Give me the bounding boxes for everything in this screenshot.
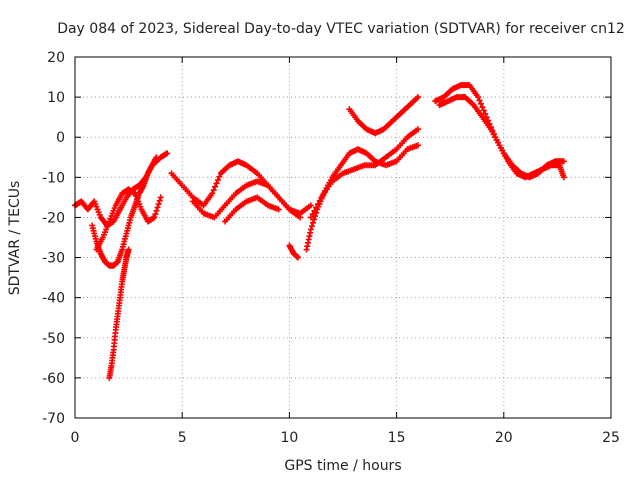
x-tick-label: 5 [178,430,187,446]
data-point [213,180,220,187]
data-point [294,254,301,261]
data-point [311,216,318,223]
x-tick-label: 10 [280,430,298,446]
data-point [156,197,163,204]
y-tick-label: 20 [47,50,65,66]
data-point [155,201,162,208]
x-tick-label: 0 [71,430,80,446]
data-point [415,126,422,133]
satellite-track-07 [222,194,282,225]
data-point [480,107,487,114]
y-tick-label: -30 [42,251,65,267]
data-point [125,246,132,253]
grid [75,57,611,418]
plot-frame [74,56,612,419]
x-tick-label: 25 [602,430,620,446]
data-point [477,100,484,107]
data-point [210,187,217,194]
data-point [475,94,482,101]
data-point [275,206,282,213]
y-tick-label: -40 [42,291,65,307]
axis-ticks: 0 5 10 15 20 25 -70 -60 -50 -40 -30 -20 -10 0 10 20 [42,50,620,446]
y-tick-label: -20 [42,210,65,226]
data-point [154,204,161,211]
x-tick-label: 15 [388,430,406,446]
data-point [153,207,160,214]
y-tick-label: -50 [42,331,65,347]
data-point [209,190,216,197]
data-point [307,202,314,209]
data-point [482,110,489,117]
data-point [316,197,323,204]
data-point [214,177,221,184]
satellite-track-08 [286,242,301,261]
data-point [216,173,223,180]
y-tick-label: -70 [42,411,65,427]
data-point [308,223,315,230]
y-tick-label: -60 [42,371,65,387]
data-point [307,226,314,233]
data-point [151,214,158,221]
data-point [415,142,422,149]
data-point [153,154,160,161]
data-point [164,150,171,157]
data-point [311,207,318,214]
data-point [415,94,422,101]
y-tick-label: -10 [42,170,65,186]
data-point [479,104,486,111]
chart-title: Day 084 of 2023, Sidereal Day-to-day VTE… [57,21,625,37]
data-point [314,201,321,208]
y-axis-label: SDTVAR / TECUs [7,181,23,296]
x-axis-label: GPS time / hours [284,458,401,474]
data-point [476,97,483,104]
data-points [72,82,567,381]
satellite-track-10 [307,126,422,221]
satellite-track-13 [436,94,567,181]
data-point [560,174,567,181]
satellite-track-03 [106,246,132,381]
data-point [157,194,164,201]
y-tick-label: 10 [47,90,65,106]
data-point [309,211,316,218]
data-point [313,204,320,211]
satellite-track-06 [189,178,314,221]
y-tick-label: 0 [56,130,65,146]
x-tick-label: 20 [495,430,513,446]
satellite-track-09 [303,142,422,253]
data-point [152,211,159,218]
data-point [212,183,219,190]
data-point [560,158,567,165]
satellite-track-04 [93,186,164,253]
data-point [309,219,316,226]
data-point [307,214,314,221]
satellite-track-11 [346,94,422,137]
